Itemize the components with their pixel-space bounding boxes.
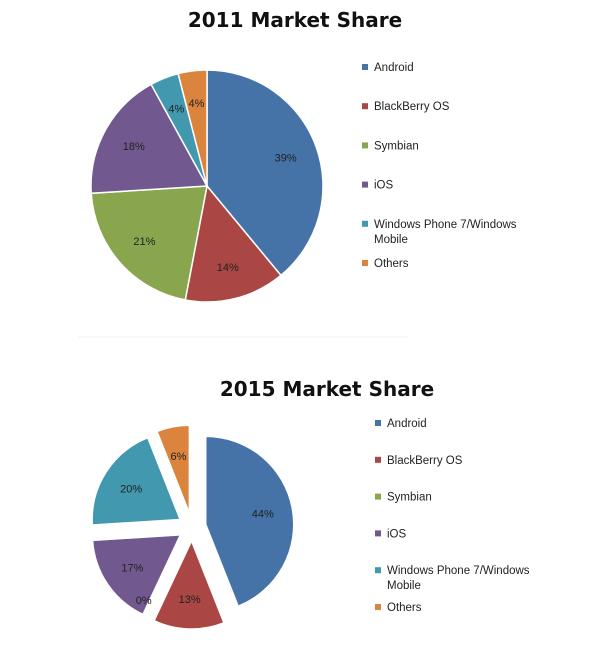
data-label-symbian: 21% [133, 236, 155, 248]
legend-label-blackberry-os: BlackBerry OS [374, 101, 450, 113]
chart-title-2015: 2015 Market Share [220, 377, 434, 401]
legend-label-symbian: Symbian [387, 492, 432, 504]
data-label-others: 6% [171, 451, 187, 463]
slice-windows-phone-7-windows-mobile [91, 436, 182, 526]
legend-label-windows-phone-7-windows-mobile: Windows Phone 7/Windows Mobile [374, 219, 517, 246]
legend-label-ios: iOS [387, 528, 407, 540]
data-label-blackberry-os: 14% [217, 262, 239, 274]
data-label-symbian: 0% [136, 595, 152, 607]
data-label-others: 4% [189, 98, 205, 110]
legend-label-ios: iOS [374, 180, 394, 192]
pie-2011 [90, 69, 324, 303]
slice-android [204, 435, 295, 608]
legend-swatch-android [362, 64, 368, 70]
slice-ios [91, 534, 182, 616]
data-label-ios: 17% [121, 563, 143, 575]
pie-labels-2015: 44% 13% 0% 17% 20% 6% [120, 451, 274, 607]
slice-ios [90, 83, 209, 195]
data-label-ios: 18% [123, 141, 145, 153]
legend-swatch-others [375, 604, 381, 610]
chart-2011: 2011 Market Share 39% 14% 21% 18% 4% 4% Andro… [90, 8, 517, 303]
data-label-windows-phone-7-windows-mobile: 20% [120, 483, 142, 495]
legend-label-blackberry-os: BlackBerry OS [387, 455, 463, 467]
legend-label-android: Android [387, 418, 427, 430]
legend-2011: Android BlackBerry OS Symbian iOS Windows Ph… [362, 62, 517, 270]
pie-2015 [91, 424, 295, 630]
legend-swatch-ios [362, 181, 368, 188]
slice-others [156, 424, 191, 514]
legend-swatch-symbian [362, 142, 368, 149]
legend-swatch-android [375, 420, 381, 426]
slice-symbian [90, 185, 208, 301]
legend-swatch-windows-phone-7-windows-mobile [375, 567, 381, 574]
data-label-windows-phone-7-windows-mobile: 4% [168, 103, 184, 115]
legend-swatch-others [362, 260, 368, 266]
chart-2015: 2015 Market Share 44% 13% 0% 17% 20% 6% Andro… [91, 377, 530, 630]
data-label-blackberry-os: 13% [179, 594, 201, 606]
legend-label-android: Android [374, 62, 414, 74]
data-label-android: 44% [252, 509, 274, 521]
slice-others [177, 69, 208, 187]
legend-swatch-symbian [375, 493, 381, 500]
legend-swatch-blackberry-os [375, 456, 381, 463]
data-label-android: 39% [275, 153, 297, 165]
legend-label-others: Others [374, 258, 409, 270]
pie-labels-2011: 39% 14% 21% 18% 4% 4% [123, 98, 297, 274]
slice-android [206, 69, 324, 277]
legend-swatch-windows-phone-7-windows-mobile [362, 220, 368, 227]
legend-2015: Android BlackBerry OS Symbian iOS Windows Ph… [375, 418, 530, 614]
legend-swatch-blackberry-os [362, 103, 368, 110]
slice-blackberry-os [153, 539, 225, 630]
legend-label-others: Others [387, 602, 422, 614]
chart-title-2011: 2011 Market Share [188, 8, 402, 32]
legend-swatch-ios [375, 530, 381, 537]
legend-label-symbian: Symbian [374, 140, 419, 152]
legend-label-windows-phone-7-windows-mobile: Windows Phone 7/Windows Mobile [387, 565, 530, 592]
slice-blackberry-os [184, 184, 282, 303]
